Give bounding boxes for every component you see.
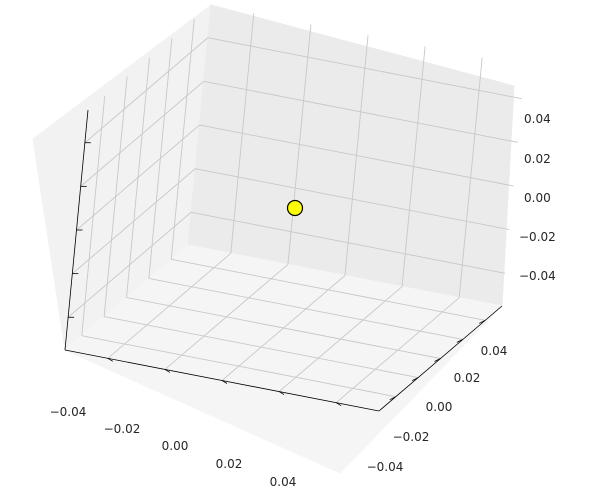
side-grid-line	[203, 80, 518, 143]
z-tick-label: 0.04	[524, 112, 551, 126]
x-tick-mark	[479, 319, 486, 324]
back-grid-line	[81, 95, 106, 336]
x-tick-mark	[411, 377, 419, 381]
z-tick-label: −0.04	[519, 269, 556, 283]
z-tick-label: −0.02	[519, 230, 556, 244]
data-point	[286, 199, 304, 217]
y-tick-mark	[164, 369, 171, 373]
x-tick-mark	[456, 339, 464, 343]
side-grid-line	[207, 37, 522, 100]
floor-grid-line	[221, 275, 346, 381]
y-tick-label: 0.00	[426, 400, 453, 414]
floor-grid-line	[164, 264, 289, 370]
x-tick-label: 0.00	[162, 439, 189, 453]
z-tick-label: 0.00	[524, 191, 551, 205]
back-grid-line	[76, 124, 200, 231]
x-tick-mark	[434, 358, 441, 362]
floor-grid-line	[107, 252, 232, 359]
y-tick-mark	[335, 402, 342, 407]
back-grid-line	[80, 81, 204, 187]
side-grid-line	[199, 124, 514, 187]
floor-grid-line	[104, 316, 419, 379]
y-tick-label: 0.04	[481, 344, 508, 358]
y-tick-mark	[278, 391, 285, 395]
z-tick-label: 0.02	[524, 152, 551, 166]
side-grid-line	[287, 24, 312, 265]
x-tick-label: −0.04	[50, 405, 87, 419]
back-grid-line	[84, 37, 209, 144]
y-tick-label: 0.02	[454, 371, 481, 385]
y-tick-mark	[107, 357, 114, 362]
y-tick-label: −0.02	[393, 430, 430, 444]
x-tick-label: 0.04	[270, 475, 297, 489]
side-grid-line	[230, 13, 255, 254]
y-tick-label: −0.04	[367, 460, 404, 474]
back-grid-line	[103, 76, 128, 317]
x-tick-label: −0.02	[104, 422, 141, 436]
y-tick-mark	[221, 380, 228, 384]
floor-grid-line	[81, 335, 396, 398]
axis-lines	[64, 109, 503, 412]
x-tick-label: 0.02	[216, 457, 243, 471]
grid-lines	[67, 13, 522, 404]
x-tick-mark	[389, 396, 396, 401]
